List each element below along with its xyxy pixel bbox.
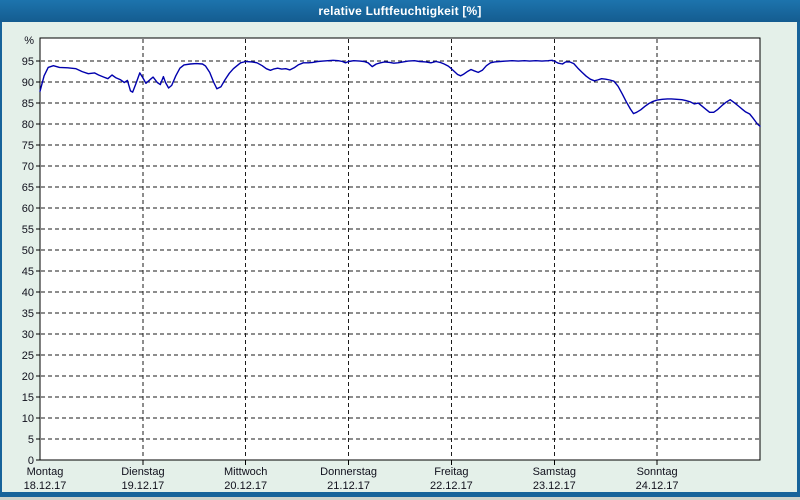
y-tick-label: 0 (28, 455, 34, 467)
y-tick-label: 85 (22, 98, 34, 110)
window-border-bottom (0, 492, 800, 497)
y-tick-label: 90 (22, 77, 34, 89)
plot-area (39, 37, 761, 461)
outer-strip (0, 497, 800, 500)
window-border-right (797, 22, 800, 497)
x-day-label: Samstag (533, 466, 576, 478)
y-tick-label: 75 (22, 140, 34, 152)
x-day-label: Sonntag (637, 466, 678, 478)
x-date-label: 18.12.17 (24, 480, 67, 492)
x-date-label: 22.12.17 (430, 480, 473, 492)
y-tick-label: 65 (22, 182, 34, 194)
y-tick-label: 55 (22, 224, 34, 236)
window-border-left (0, 22, 2, 497)
y-tick-label: 40 (22, 287, 34, 299)
y-tick-label: 60 (22, 203, 34, 215)
humidity-series-line (39, 59, 761, 127)
x-date-label: 19.12.17 (121, 480, 164, 492)
x-day-label: Mittwoch (224, 466, 267, 478)
y-tick-label: 25 (22, 350, 34, 362)
y-tick-label: 95 (22, 56, 34, 68)
y-tick-label: 35 (22, 308, 34, 320)
y-tick-label: 70 (22, 161, 34, 173)
x-date-label: 23.12.17 (533, 480, 576, 492)
y-tick-label: 15 (22, 392, 34, 404)
title-bar: relative Luftfeuchtigkeit [%] (0, 0, 800, 22)
y-axis-unit-label: % (24, 35, 34, 47)
x-date-label: 21.12.17 (327, 480, 370, 492)
y-tick-label: 30 (22, 329, 34, 341)
x-day-label: Freitag (434, 466, 468, 478)
x-day-label: Donnerstag (320, 466, 377, 478)
chart-title: relative Luftfeuchtigkeit [%] (318, 4, 482, 18)
y-tick-label: 50 (22, 245, 34, 257)
x-date-label: 24.12.17 (636, 480, 679, 492)
y-tick-label: 45 (22, 266, 34, 278)
x-day-label: Dienstag (121, 466, 164, 478)
y-tick-label: 10 (22, 413, 34, 425)
x-day-label: Montag (27, 466, 64, 478)
y-tick-label: 5 (28, 434, 34, 446)
x-date-label: 20.12.17 (224, 480, 267, 492)
y-tick-label: 80 (22, 119, 34, 131)
y-tick-label: 20 (22, 371, 34, 383)
